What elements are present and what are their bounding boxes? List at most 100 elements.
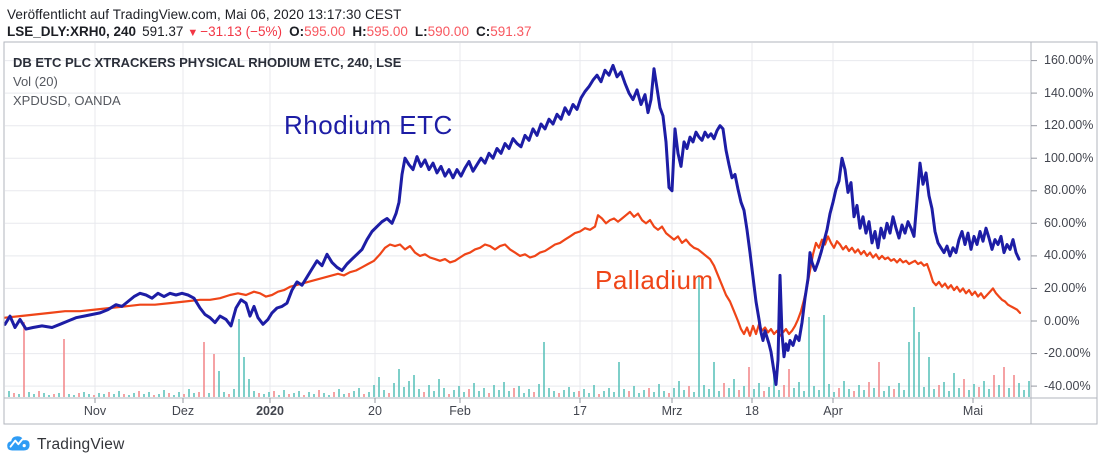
tradingview-brand[interactable]: TradingView [37, 436, 125, 453]
volume-bar [298, 391, 300, 397]
volume-bar [573, 392, 575, 397]
palladium-series-label: Palladium [595, 265, 714, 295]
last-price: 591.37 [142, 24, 184, 39]
volume-bar [413, 375, 415, 397]
volume-bar [618, 362, 620, 397]
volume-bar [688, 386, 690, 397]
volume-bar [328, 395, 330, 397]
volume-bar [1008, 388, 1010, 397]
volume-bar [468, 389, 470, 397]
volume-bar [213, 354, 215, 397]
volume-bar [228, 394, 230, 397]
volume-bar [788, 369, 790, 397]
volume-bar [728, 388, 730, 397]
volume-bar [698, 277, 700, 397]
volume-bar [623, 389, 625, 397]
time-axis-tick-label: 20 [368, 404, 382, 418]
axis-corner[interactable] [1031, 398, 1100, 424]
volume-bar [73, 395, 75, 397]
volume-bar [338, 389, 340, 397]
legend-main-symbol[interactable]: DB ETC PLC XTRACKERS PHYSICAL RHODIUM ET… [13, 55, 402, 70]
volume-bar [8, 391, 10, 397]
volume-bar [238, 319, 240, 397]
palladium-series-line[interactable] [3, 210, 1022, 337]
time-axis-tick-label: 2020 [256, 404, 284, 418]
rhodium-series-line[interactable] [3, 63, 1021, 386]
volume-bar [448, 394, 450, 397]
volume-bar [953, 373, 955, 397]
volume-bar [983, 381, 985, 397]
volume-bar [353, 391, 355, 397]
volume-bar [288, 394, 290, 397]
volume-bar [163, 390, 165, 397]
volume-bar [23, 322, 25, 397]
volume-bar [18, 394, 20, 397]
volume-bar [858, 385, 860, 397]
time-axis[interactable] [4, 398, 1031, 424]
volume-bar [883, 391, 885, 397]
volume-bar [993, 375, 995, 397]
volume-bar [43, 393, 45, 397]
volume-bar [838, 388, 840, 397]
price-change: −31.13 (−5%) [200, 24, 283, 39]
time-axis-tick-label: 18 [745, 404, 759, 418]
volume-bar [498, 390, 500, 397]
volume-bar [648, 388, 650, 397]
volume-bar [508, 391, 510, 397]
volume-bar [888, 386, 890, 397]
tradingview-logo-icon[interactable] [6, 433, 33, 454]
volume-bar [663, 391, 665, 397]
volume-bar [853, 391, 855, 397]
volume-bar [808, 317, 810, 397]
volume-bar [523, 393, 525, 397]
volume-bar [558, 393, 560, 397]
volume-bar [628, 391, 630, 397]
time-axis-tick-label: 17 [573, 404, 587, 418]
volume-bar [458, 386, 460, 397]
volume-bar [893, 389, 895, 397]
volume-bar [978, 387, 980, 397]
volume-bar [193, 393, 195, 397]
down-arrow-icon: ▼ [187, 27, 199, 39]
volume-bar [773, 375, 775, 397]
price-axis-tick-label: -40.00% [1044, 379, 1091, 393]
volume-bar [38, 391, 40, 397]
volume-bar [878, 362, 880, 397]
volume-bar [863, 390, 865, 397]
volume-bar [293, 393, 295, 397]
volume-bar [93, 395, 95, 397]
volume-bar [123, 394, 125, 397]
volume-bar [103, 394, 105, 397]
volume-bar [543, 342, 545, 397]
volume-bar [533, 392, 535, 397]
volume-bar [58, 393, 60, 397]
volume-bar [78, 393, 80, 397]
volume-bar [743, 386, 745, 397]
volume-bar [503, 382, 505, 397]
volume-bar [843, 381, 845, 397]
volume-bar [803, 391, 805, 397]
volume-bar [783, 385, 785, 397]
volume-bar [443, 388, 445, 397]
volume-bar [453, 390, 455, 397]
volume-bar [368, 392, 370, 397]
close-label: C: [475, 24, 491, 39]
volume-bar [393, 383, 395, 397]
volume-bar [548, 388, 550, 397]
price-axis-tick-label: 0.00% [1044, 314, 1080, 328]
volume-bar [113, 394, 115, 397]
legend-compare-symbol[interactable]: XPDUSD, OANDA [13, 93, 121, 108]
legend-volume-study[interactable]: Vol (20) [13, 74, 58, 89]
volume-bar [68, 394, 70, 397]
volume-bar [553, 391, 555, 397]
volume-bar [138, 391, 140, 397]
volume-bar [748, 367, 750, 397]
volume-bar [283, 390, 285, 397]
volume-bar [223, 392, 225, 397]
volume-bar [1028, 381, 1030, 397]
volume-bar [133, 393, 135, 397]
symbol-name: LSE_DLY:XRH0, 240 [7, 24, 137, 39]
volume-bar [83, 392, 85, 397]
volume-bar [738, 390, 740, 397]
